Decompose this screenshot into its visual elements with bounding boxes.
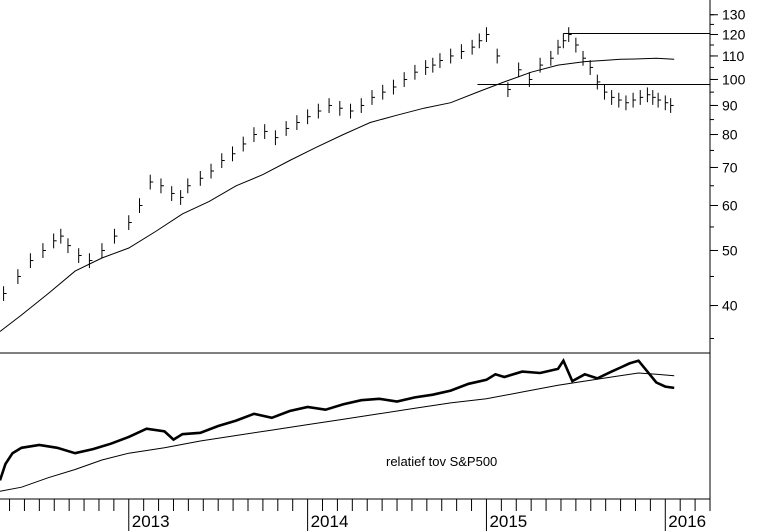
price-bar — [403, 72, 408, 87]
price-bar — [550, 50, 554, 66]
price-bar — [596, 74, 601, 90]
price-bar — [460, 44, 465, 60]
price-bar — [101, 243, 105, 258]
x-tick-label: 2015 — [489, 512, 527, 531]
axes: 130 120 110 100 90 80 70 60 50 40 2013 2014 2015 2016 — [9, 7, 746, 531]
price-bar — [180, 190, 184, 205]
y-tick-label: 120 — [722, 26, 746, 42]
price-bar — [425, 60, 429, 75]
price-bar — [371, 90, 375, 105]
price-bar — [264, 124, 268, 139]
price-bar — [138, 198, 143, 214]
price-bar — [285, 121, 290, 136]
price-bar — [274, 130, 279, 146]
price-bar — [618, 92, 622, 108]
price-bar — [17, 269, 21, 284]
price-bar — [439, 53, 443, 68]
price-bar — [639, 90, 644, 105]
y-tick-label: 60 — [722, 197, 738, 213]
y-tick-label: 110 — [722, 48, 745, 64]
price-bar — [67, 238, 71, 254]
price-bar — [350, 103, 354, 119]
price-bar — [603, 84, 608, 100]
price-bar — [450, 48, 454, 64]
x-tick-label: 2016 — [668, 512, 706, 531]
price-bar — [328, 98, 333, 113]
y-tick-label: 80 — [722, 127, 738, 143]
price-bar — [128, 215, 132, 231]
price-bar — [149, 174, 154, 190]
y-tick-label: 130 — [722, 7, 746, 23]
relative-strength-annotation: relatief tov S&P500 — [386, 454, 497, 469]
price-bar — [582, 50, 587, 66]
y-tick-label: 100 — [722, 71, 746, 87]
x-tick-label: 2013 — [132, 512, 170, 531]
price-bar — [575, 37, 579, 53]
price-bar — [392, 79, 397, 95]
price-bar — [471, 39, 476, 55]
y-axis: 130 120 110 100 90 80 70 60 50 40 — [710, 7, 746, 339]
price-bar — [242, 136, 247, 152]
price-bar — [160, 178, 164, 194]
price-bar — [518, 62, 522, 78]
price-bar — [589, 60, 594, 75]
y-tick-label: 40 — [722, 298, 738, 314]
price-moving-average-line — [0, 57, 675, 332]
y-tick-label: 70 — [722, 159, 738, 175]
price-bar — [307, 109, 311, 125]
x-axis: 2013 2014 2015 2016 — [9, 499, 711, 531]
price-bar — [646, 87, 651, 103]
price-bar — [652, 90, 656, 105]
x-tick-label: 2014 — [311, 512, 349, 531]
price-bar — [568, 27, 572, 42]
price-bar — [113, 228, 118, 244]
price-bar — [199, 170, 204, 186]
price-bar — [432, 57, 436, 73]
price-bar — [60, 228, 64, 244]
relative-moving-average-line — [0, 372, 675, 492]
price-bar — [360, 98, 365, 113]
price-bar — [317, 103, 322, 119]
price-bar — [88, 253, 93, 269]
price-bar — [562, 33, 567, 49]
price-bar — [657, 92, 662, 108]
price-bar — [187, 178, 191, 194]
y-tick-label: 90 — [722, 97, 738, 113]
price-bar — [557, 39, 561, 55]
price-bar — [611, 90, 615, 105]
price-bar — [670, 98, 674, 113]
price-bar — [221, 153, 225, 169]
price-bar — [231, 146, 236, 162]
price-bar — [382, 84, 386, 100]
relative-strength-panel — [0, 357, 675, 492]
relative-strength-line — [0, 357, 675, 481]
price-bar — [625, 95, 629, 111]
price-panel — [0, 27, 710, 332]
price-bar — [478, 33, 483, 49]
price-bar — [3, 286, 7, 302]
price-bar — [539, 57, 544, 73]
price-bar — [253, 127, 257, 143]
price-bar — [210, 163, 215, 179]
price-bar — [632, 92, 637, 108]
price-bar — [496, 48, 501, 64]
price-bar — [485, 27, 490, 42]
price-bar — [29, 253, 34, 269]
price-bar — [414, 64, 418, 80]
price-bar — [296, 115, 300, 130]
y-tick-label: 50 — [722, 242, 738, 258]
price-bar — [78, 248, 82, 263]
price-bar — [53, 233, 57, 249]
price-bar — [664, 95, 669, 111]
price-bar — [339, 100, 343, 116]
price-bars — [3, 27, 674, 302]
price-bar — [171, 186, 175, 201]
price-bar — [42, 243, 46, 258]
